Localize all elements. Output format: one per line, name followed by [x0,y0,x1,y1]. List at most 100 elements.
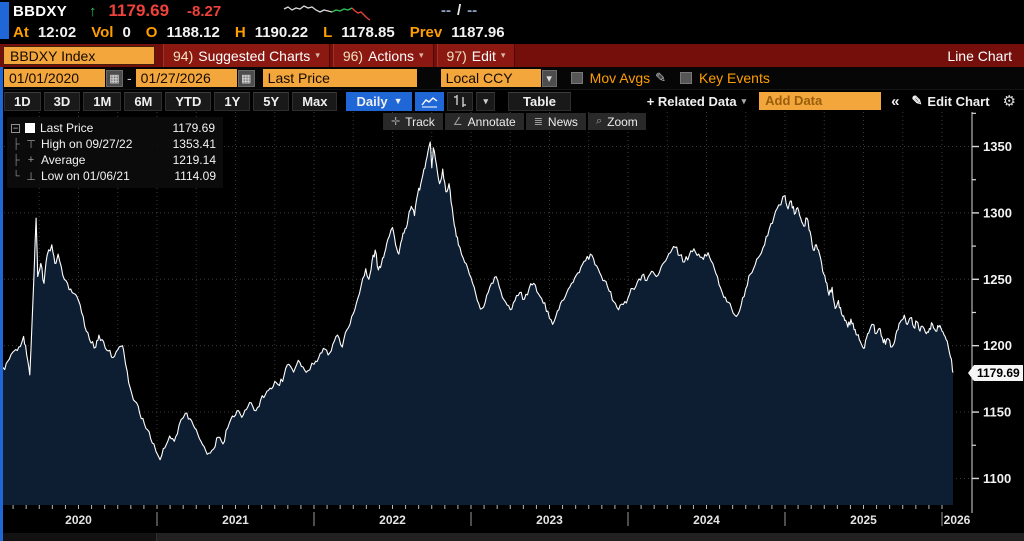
svg-text:2023: 2023 [536,513,563,527]
frequency-dropdown[interactable]: Daily ▼ [346,91,413,111]
ohlc-bars-icon [454,95,467,107]
up-arrow-icon: ↑ [89,2,97,20]
command-bar: BBDXY Index 94) Suggested Charts ▾ 96) A… [0,44,1024,67]
menu-edit[interactable]: 97) Edit ▾ [436,44,516,67]
track-button[interactable]: ✛ Track [383,113,443,130]
calendar-icon[interactable]: ▦ [237,69,255,87]
horizontal-scrollbar[interactable] [0,532,1024,541]
window-edge-accent [0,67,3,541]
chevron-down-icon: ▾ [741,95,747,106]
chevron-down-icon: ▾ [315,50,320,60]
legend-expander-icon[interactable]: − [11,122,20,133]
svg-text:1350: 1350 [983,139,1012,154]
svg-text:1100: 1100 [983,471,1011,486]
high-marker-icon: ⊤ [26,138,36,151]
edit-chart-button[interactable]: ✎ Edit Chart [911,93,990,109]
low-marker-icon: ⊥ [26,170,36,183]
stat-open: O 1188.12 [145,24,220,41]
annotate-button[interactable]: ∠ Annotate [444,113,524,130]
price-series [0,141,954,505]
period-button-1m[interactable]: 1M [83,91,122,111]
panel-indicator [0,2,9,39]
svg-text:2020: 2020 [65,513,92,527]
scrollbar-segment[interactable] [0,533,157,541]
mov-avgs-checkbox[interactable] [570,72,583,84]
price-type-select[interactable]: Last Price [262,69,417,87]
svg-text:1300: 1300 [983,205,1012,220]
quote-header: BBDXY ↑ 1179.69 -8.27 -- / -- At 12:02 Vol 0… [0,0,1024,44]
price-change: -8.27 [187,2,222,20]
security-field[interactable]: BBDXY Index [3,46,155,65]
zoom-button[interactable]: ⌕ Zoom [587,113,646,130]
bid-ask-placeholder: -- / -- [441,2,478,19]
chevron-down-icon[interactable]: ▾ [541,69,557,87]
date-to-input[interactable]: 01/27/2026 [135,69,237,87]
stat-at: At 12:02 [13,24,77,41]
ticker-symbol: BBDXY [13,2,68,20]
y-axis: 1100 1150 1200 1250 1300 1350 [971,112,1012,513]
average-marker-icon: + [27,154,35,166]
tree-branch-icon: ├ [12,154,20,166]
pencil-icon[interactable]: ✎ [655,70,667,85]
chevron-down-icon: ▾ [419,50,424,60]
stat-prev: Prev 1187.96 [409,24,505,41]
last-price: 1179.69 [108,1,170,20]
date-range-separator: - [127,70,132,86]
magnifier-icon: ⌕ [595,115,603,127]
table-button[interactable]: Table [508,91,572,111]
settings-bar: 01/01/2020 ▦ - 01/27/2026 ▦ Last Price L… [0,67,1024,90]
chevron-down-icon: ▾ [500,50,506,60]
date-from-input[interactable]: 01/01/2020 [4,69,105,87]
legend-row-low[interactable]: └ ⊥ Low on 01/06/21 1114.09 [12,169,216,183]
stat-vol: Vol 0 [91,24,131,41]
key-events-label[interactable]: Key Events [699,70,770,86]
stat-high: H 1190.22 [234,24,309,41]
period-button-1y[interactable]: 1Y [214,91,251,111]
command-menus: 94) Suggested Charts ▾ 96) Actions ▾ 97)… [163,44,516,67]
currency-select[interactable]: Local CCY [440,69,541,87]
svg-text:2022: 2022 [379,513,406,527]
news-lines-icon: ≣ [533,116,543,128]
svg-text:2024: 2024 [693,513,720,527]
line-chart-type-button[interactable] [415,91,445,111]
period-button-6m[interactable]: 6M [124,91,163,111]
chevron-down-icon: ▾ [483,95,489,106]
menu-suggested-charts[interactable]: 94) Suggested Charts ▾ [163,44,330,67]
quote-line: BBDXY ↑ 1179.69 -8.27 -- / -- [13,0,1024,22]
price-chart[interactable]: 1100 1150 1200 1250 1300 1350 2020 2021 2022 2023… [0,112,1024,532]
chart-legend: − Last Price 1179.69 ├ ⊤ High on 09/27/2… [7,117,223,188]
period-button-ytd[interactable]: YTD [165,91,212,111]
x-axis: 2020 2021 2022 2023 2024 2025 2026 [0,505,971,527]
menu-actions[interactable]: 96) Actions ▾ [332,44,434,67]
calendar-icon[interactable]: ▦ [106,69,123,87]
line-chart-icon [421,96,438,107]
period-button-3d[interactable]: 3D [43,91,81,111]
collapse-panel-button[interactable]: « [891,92,900,110]
gear-icon[interactable]: ⚙ [1002,93,1016,110]
legend-row-high[interactable]: ├ ⊤ High on 09/27/22 1353.41 [12,137,216,151]
key-events-checkbox[interactable] [680,72,693,84]
svg-text:1200: 1200 [983,338,1012,353]
chevron-down-icon: ▼ [393,96,403,106]
period-button-1d[interactable]: 1D [4,91,41,111]
ohlc-chart-type-button[interactable] [447,91,474,111]
legend-row-average[interactable]: ├ + Average 1219.14 [12,153,216,167]
view-mode-label: Line Chart [947,47,1012,64]
period-button-5y[interactable]: 5Y [253,91,290,111]
chart-type-dropdown[interactable]: ▾ [476,91,496,111]
period-button-max[interactable]: Max [292,91,338,111]
legend-row-last-price[interactable]: − Last Price 1179.69 [11,121,215,135]
series-color-swatch [25,123,35,133]
track-crosshair-icon: ✛ [391,116,401,128]
add-data-input[interactable]: Add Data [759,92,882,110]
ohlc-line: At 12:02 Vol 0 O 1188.12 H 1190.22 L 1178.85 … [13,22,1024,43]
pencil-icon: ✎ [911,93,923,108]
tree-branch-icon: ├ [12,138,20,150]
annotate-pencil-icon: ∠ [452,116,463,128]
mov-avgs-label[interactable]: Mov Avgs [589,70,651,86]
chart-area: 1100 1150 1200 1250 1300 1350 2020 2021 2022 2023… [0,112,1024,532]
related-data-button[interactable]: + Related Data ▾ [646,93,747,109]
news-button[interactable]: ≣ News [525,113,586,130]
svg-text:2025: 2025 [850,513,877,527]
